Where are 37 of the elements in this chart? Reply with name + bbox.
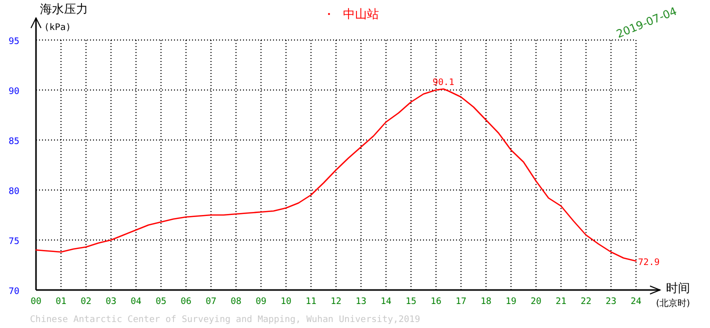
x-tick-label: 05 (156, 297, 166, 307)
x-tick-label: 21 (556, 297, 566, 307)
x-tick-label: 16 (430, 297, 442, 307)
x-tick-label: 24 (630, 297, 642, 307)
x-axis-title: 时间 (北京时) (656, 281, 690, 309)
y-tick-label: 80 (8, 187, 20, 197)
x-tick-label: 13 (356, 297, 366, 307)
y-axis-title: 海水压力 (kPa) (40, 2, 88, 33)
x-tick-label: 03 (106, 297, 116, 307)
x-tick-label: 11 (306, 297, 316, 307)
annotation: 72.9 (638, 258, 660, 268)
x-tick-label: 06 (180, 297, 192, 307)
x-tick-label: 09 (256, 297, 266, 307)
x-tick-label: 15 (406, 297, 416, 307)
y-tick-label: 85 (8, 137, 20, 147)
x-tick-label: 04 (130, 297, 142, 307)
x-tick-label: 22 (580, 297, 592, 307)
y-tick-label: 70 (8, 287, 20, 297)
x-tick-label: 18 (480, 297, 492, 307)
x-tick-label: 12 (330, 297, 342, 307)
x-tick-label: 08 (230, 297, 242, 307)
x-tick-label: 10 (280, 297, 292, 307)
x-tick-label: 19 (506, 297, 516, 307)
x-tick-label: 20 (530, 297, 542, 307)
annotation: 90.1 (432, 78, 454, 88)
x-tick-label: 07 (206, 297, 216, 307)
x-tick-label: 02 (80, 297, 92, 307)
chart-title: 中山站 (343, 7, 379, 21)
x-tick-label: 01 (56, 297, 66, 307)
y-tick-label: 75 (8, 237, 20, 247)
y-tick-label: 90 (8, 87, 20, 97)
x-tick-label: 14 (380, 297, 392, 307)
x-tick-label: 23 (606, 297, 616, 307)
x-tick-label: 00 (30, 297, 42, 307)
x-tick-label: 17 (456, 297, 466, 307)
y-tick-label: 95 (8, 37, 20, 47)
line-series (35, 88, 637, 262)
